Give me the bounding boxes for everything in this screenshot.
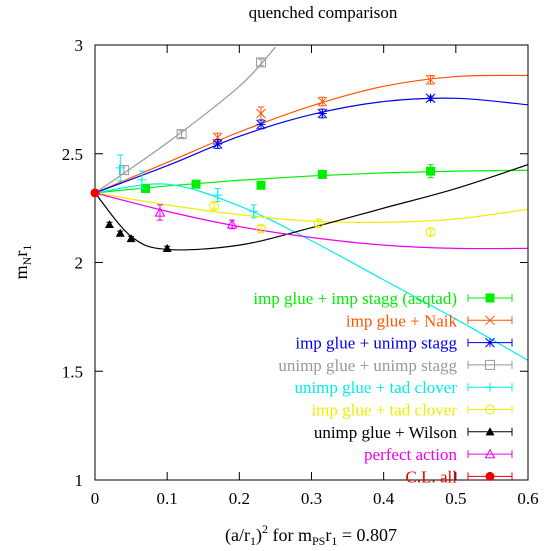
legend-label-imp-glue-naik: imp glue + Naik bbox=[346, 311, 458, 330]
legend-label-c-l-all: C.L. all bbox=[406, 467, 458, 486]
legend: imp glue + imp stagg (asqtad) imp glue + … bbox=[253, 289, 513, 486]
error-bar-imp-glue-tad-clover bbox=[211, 202, 218, 210]
x-tick-label: 0.3 bbox=[301, 489, 322, 508]
fit-line-imp-glue-imp-stagg-asqtad bbox=[95, 169, 528, 194]
legend-line-unimp-glue-unimp-stagg bbox=[467, 360, 513, 369]
legend-label-unimp-glue-unimp-stagg: unimp glue + unimp stagg bbox=[278, 356, 457, 375]
legend-marker-unimp-glue-unimp-stagg bbox=[485, 359, 495, 370]
legend-marker-perfect-action bbox=[484, 448, 496, 459]
legend-label-perfect-action: perfect action bbox=[364, 445, 457, 464]
data-point-imp-glue-tad-clover bbox=[255, 223, 266, 234]
data-point-unimp-glue-unimp-stagg bbox=[118, 165, 129, 176]
data-point-imp-glue-unimp-stagg bbox=[317, 108, 328, 119]
fit-line-imp-glue-naik bbox=[95, 74, 528, 194]
plot-lines bbox=[95, 46, 528, 361]
data-point-perfect-action bbox=[154, 206, 166, 217]
x-tick-label: 0.2 bbox=[229, 489, 250, 508]
legend-line-imp-glue-tad-clover bbox=[467, 405, 513, 414]
plot-points bbox=[90, 57, 436, 252]
data-point-unimp-glue-wilson bbox=[126, 234, 136, 243]
data-point-imp-glue-naik bbox=[425, 74, 436, 85]
data-point-imp-glue-imp-stagg-asqtad bbox=[317, 169, 327, 179]
data-point-imp-glue-imp-stagg-asqtad bbox=[426, 166, 436, 176]
y-tick-label: 1 bbox=[75, 471, 84, 490]
y-tick-label: 2 bbox=[75, 254, 84, 273]
data-point-unimp-glue-tad-clover bbox=[137, 175, 147, 185]
legend-marker-c-l-all bbox=[485, 471, 495, 481]
data-point-unimp-glue-wilson bbox=[104, 219, 114, 229]
y-tick-label: 3 bbox=[75, 36, 84, 55]
legend-label-unimp-glue-wilson: unimp glue + Wilson bbox=[314, 423, 458, 442]
data-point-imp-glue-imp-stagg-asqtad bbox=[256, 180, 266, 190]
y-axis-label: mNr1 bbox=[11, 245, 34, 280]
x-tick-label: 0.4 bbox=[373, 489, 395, 508]
x-tick-label: 0.6 bbox=[517, 489, 538, 508]
data-point-imp-glue-imp-stagg-asqtad bbox=[141, 184, 151, 194]
fit-line-perfect-action bbox=[95, 192, 528, 250]
data-point-imp-glue-naik bbox=[256, 108, 266, 119]
fit-line-imp-glue-unimp-stagg bbox=[95, 97, 528, 194]
error-bar-unimp-glue-unimp-stagg bbox=[257, 58, 264, 67]
legend-marker-imp-glue-tad-clover bbox=[485, 404, 495, 415]
legend-marker-unimp-glue-wilson bbox=[485, 427, 495, 436]
error-bar-unimp-glue-unimp-stagg bbox=[178, 130, 185, 138]
data-point-imp-glue-unimp-stagg bbox=[425, 93, 436, 104]
error-bar-imp-glue-tad-clover bbox=[427, 228, 434, 236]
data-point-unimp-glue-tad-clover bbox=[213, 190, 223, 200]
data-point-unimp-glue-wilson bbox=[115, 228, 125, 237]
x-tick-label: 0.5 bbox=[445, 489, 466, 508]
legend-label-imp-glue-unimp-stagg: imp glue + unimp stagg bbox=[295, 334, 457, 353]
data-point-unimp-glue-unimp-stagg bbox=[255, 57, 266, 68]
data-point-perfect-action bbox=[226, 218, 238, 229]
error-bar-unimp-glue-unimp-stagg bbox=[120, 165, 127, 175]
x-tick-label: 0.1 bbox=[157, 489, 178, 508]
data-point-imp-glue-naik bbox=[317, 96, 328, 107]
legend-line-perfect-action bbox=[467, 450, 513, 459]
data-point-imp-glue-tad-clover bbox=[313, 218, 324, 229]
chart-title: quenched comparison bbox=[249, 3, 398, 22]
data-point-imp-glue-tad-clover bbox=[425, 227, 436, 238]
fit-line-unimp-glue-unimp-stagg bbox=[95, 46, 276, 194]
data-point-unimp-glue-unimp-stagg bbox=[176, 129, 187, 140]
data-point-imp-glue-imp-stagg-asqtad bbox=[191, 179, 201, 189]
legend-marker-imp-glue-naik bbox=[485, 315, 495, 326]
x-tick-label: 0 bbox=[91, 489, 100, 508]
data-point-imp-glue-unimp-stagg bbox=[212, 139, 223, 149]
error-bar-imp-glue-tad-clover bbox=[257, 225, 264, 233]
x-axis-label: (a/r1)2 for mPSr1 = 0.807 bbox=[225, 522, 397, 548]
y-tick-label: 1.5 bbox=[62, 362, 83, 381]
data-point-imp-glue-unimp-stagg bbox=[256, 119, 266, 130]
data-point-imp-glue-tad-clover bbox=[209, 200, 220, 211]
data-point-c-l-all bbox=[90, 188, 100, 198]
fit-line-imp-glue-tad-clover bbox=[95, 192, 528, 224]
data-point-unimp-glue-tad-clover bbox=[115, 163, 125, 173]
data-point-unimp-glue-wilson bbox=[162, 243, 172, 252]
y-tick-label: 2.5 bbox=[62, 145, 83, 164]
legend-marker-unimp-glue-tad-clover bbox=[485, 382, 495, 392]
legend-label-unimp-glue-tad-clover: unimp glue + tad clover bbox=[294, 378, 457, 397]
legend-marker-imp-glue-imp-stagg-asqtad bbox=[485, 293, 495, 303]
axis-ticks: 0 0.1 0.2 0.3 0.4 0.5 0.6 1 1.5 2 2.5 3 bbox=[62, 36, 539, 508]
legend-label-imp-glue-imp-stagg-asqtad: imp glue + imp stagg (asqtad) bbox=[253, 289, 457, 308]
data-point-unimp-glue-tad-clover bbox=[249, 206, 259, 216]
legend-label-imp-glue-tad-clover: imp glue + tad clover bbox=[311, 401, 457, 420]
legend-marker-imp-glue-unimp-stagg bbox=[485, 337, 495, 348]
fit-line-unimp-glue-tad-clover bbox=[95, 183, 528, 361]
error-bar-imp-glue-tad-clover bbox=[315, 219, 322, 228]
fit-line-unimp-glue-wilson bbox=[95, 164, 528, 251]
